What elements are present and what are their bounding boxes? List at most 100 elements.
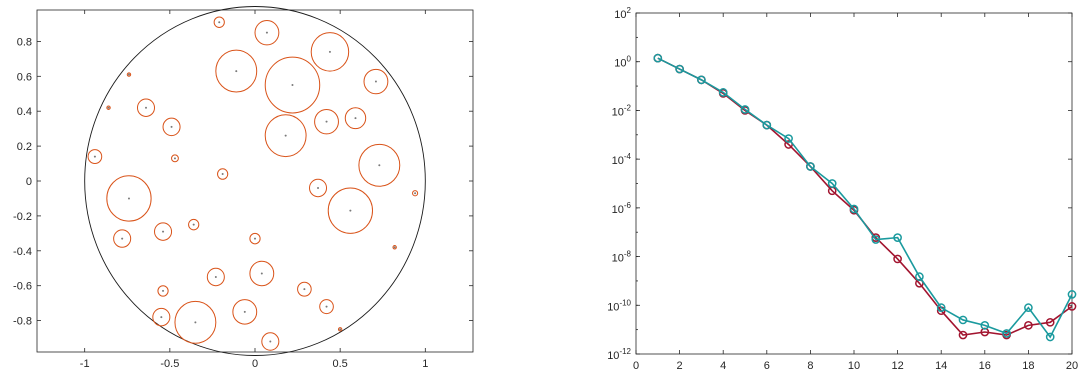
series-2-marker	[893, 233, 902, 242]
y-tick-label: -0.6	[13, 281, 32, 293]
circle-center-point	[328, 50, 331, 53]
series-2-marker	[827, 179, 837, 188]
circle-center-point	[393, 246, 396, 249]
x-tick-label: 8	[807, 360, 813, 372]
series-2-marker	[1045, 332, 1055, 342]
circle-center-point	[325, 120, 328, 123]
circle-center-point	[127, 73, 130, 76]
series-line-1	[657, 57, 1073, 336]
series-2-marker	[718, 88, 728, 97]
series-2-marker	[980, 321, 990, 330]
circle-center-point	[160, 316, 163, 319]
series-2-marker	[740, 105, 750, 114]
orange-circle	[154, 222, 173, 241]
orange-circle	[261, 332, 280, 351]
circle-center-point	[214, 275, 217, 278]
circle-packing-plot: -1 -0.5 0 0.5 1 -0.8 -0.6 -0.4 -0.2 0 0.2 0.4 0.6 0.8	[13, 6, 474, 370]
series-2-marker	[915, 272, 924, 281]
y-tick-label: 0.6	[17, 71, 32, 83]
series-2-marker	[936, 303, 946, 312]
circle-center-point	[127, 197, 130, 200]
y-tick-label: 102	[614, 6, 631, 21]
orange-circle	[232, 299, 258, 325]
circle-center-point	[317, 186, 320, 189]
series-1-marker	[1024, 321, 1033, 330]
y-tick-label: -0.8	[13, 316, 32, 328]
orange-circle	[344, 107, 367, 130]
circle-center-point	[173, 157, 176, 160]
orange-circle	[157, 285, 169, 297]
y-tick-label: 0	[26, 176, 32, 188]
y-tick-label: 10-2	[612, 103, 632, 118]
orange-circle	[358, 143, 401, 187]
orange-circle	[363, 68, 389, 95]
circle-center-point	[145, 106, 147, 109]
series-2-marker	[871, 235, 881, 244]
circle-center-point	[374, 80, 377, 83]
orange-circle	[264, 56, 321, 114]
x-tick-label: 14	[935, 360, 947, 372]
y-tick-label: 10-10	[607, 298, 631, 313]
orange-circle	[337, 327, 343, 332]
series-1-marker	[784, 140, 793, 149]
orange-circle	[136, 98, 156, 117]
y-tick-label: 10-8	[612, 250, 632, 265]
orange-circle	[217, 168, 229, 180]
x-tick-label: -0.5	[160, 358, 179, 370]
circle-center-point	[303, 288, 306, 291]
orange-circle	[249, 232, 261, 245]
circle-center-point	[265, 31, 268, 34]
x-tick-label: 16	[979, 360, 991, 372]
series-2-marker	[958, 315, 968, 325]
orange-circle	[249, 260, 275, 287]
circle-center-point	[254, 237, 256, 240]
orange-circle	[327, 187, 374, 234]
y-tick-label: 10-4	[612, 152, 632, 167]
series-2-marker	[1024, 303, 1033, 312]
y-tick-label: 100	[614, 55, 631, 70]
circle-center-point	[194, 321, 197, 324]
circle-center-point	[162, 289, 165, 292]
circle-center-point	[339, 328, 342, 331]
orange-circle	[113, 229, 132, 248]
y-tick-label: 0.8	[17, 36, 32, 48]
series-1-marker	[1067, 302, 1077, 311]
circle-center-point	[170, 125, 173, 128]
x-tick-label: 6	[764, 360, 770, 372]
circle-center-point	[284, 134, 287, 137]
circle-center-point	[218, 21, 221, 24]
circle-center-point	[107, 106, 110, 109]
circle-center-point	[354, 117, 357, 120]
series-2-marker	[1002, 329, 1011, 338]
orange-circle	[264, 114, 307, 158]
orange-circle	[106, 105, 111, 110]
orange-circle	[314, 108, 339, 135]
x-tick-label: 20	[1066, 360, 1078, 372]
orange-circle	[87, 149, 103, 165]
circle-center-point	[349, 209, 352, 212]
x-tick-label: 2	[677, 360, 683, 372]
orange-circle	[297, 281, 312, 297]
circle-center-point	[269, 340, 272, 343]
circle-center-point	[414, 192, 417, 195]
series-2-marker	[697, 75, 706, 85]
series-2-marker	[762, 120, 772, 130]
x-tick-label: 12	[891, 360, 903, 372]
orange-circle	[126, 72, 132, 77]
circle-center-point	[221, 173, 224, 176]
orange-circle	[319, 299, 334, 315]
x-tick-label: 0	[633, 360, 639, 372]
circle-center-point	[162, 230, 165, 233]
y-tick-label: 0.4	[17, 106, 32, 118]
circle-center-point	[378, 164, 381, 167]
circle-center-point	[192, 223, 195, 226]
x-tick-label: -1	[80, 358, 90, 370]
y-tick-label: -0.2	[13, 211, 32, 223]
series-line-2	[657, 57, 1073, 339]
circle-center-point	[260, 272, 263, 275]
orange-circle	[206, 267, 225, 287]
x-tick-label: 18	[1022, 360, 1034, 372]
x-tick-label: 4	[720, 360, 726, 372]
series-2-marker	[1067, 290, 1077, 299]
